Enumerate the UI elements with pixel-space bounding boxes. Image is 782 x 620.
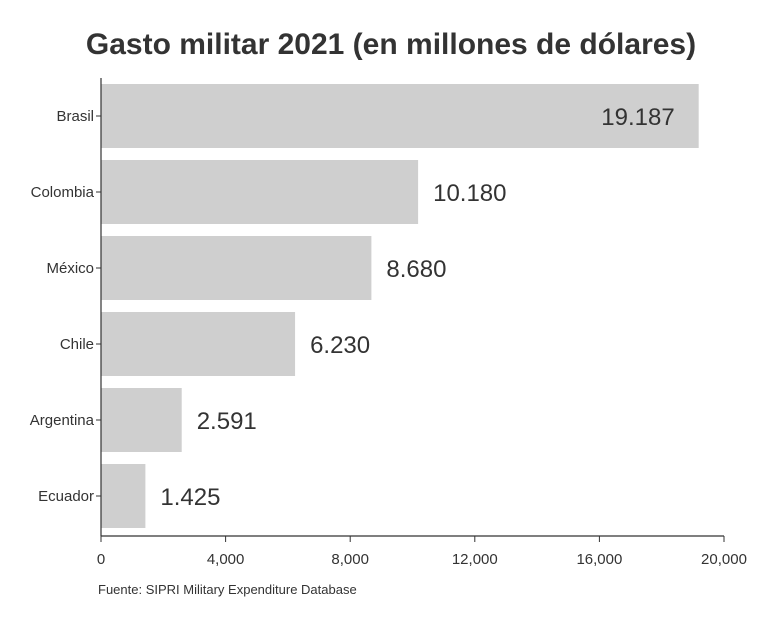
x-tick-label-4000: 4,000	[207, 551, 245, 568]
value-label-argentina: 2.591	[197, 408, 257, 435]
category-label-colombia: Colombia	[31, 184, 95, 201]
source-note: Fuente: SIPRI Military Expenditure Datab…	[98, 582, 357, 597]
x-tick-label-8000: 8,000	[331, 551, 369, 568]
value-label-colombia: 10.180	[433, 180, 506, 207]
x-tick-label-12000: 12,000	[452, 551, 498, 568]
x-tick-label-16000: 16,000	[576, 551, 622, 568]
value-label-mexico: 8.680	[386, 256, 446, 283]
category-label-mexico: México	[46, 260, 94, 277]
bar-ecuador	[101, 464, 146, 528]
axes-layer: Brasil Colombia México Chile Argentina Ecuado…	[30, 78, 747, 568]
bar-mexico	[101, 236, 372, 300]
chart-title: Gasto militar 2021 (en millones de dólar…	[86, 28, 696, 61]
value-label-brasil: 19.187	[601, 104, 674, 131]
bar-argentina	[101, 388, 182, 452]
category-label-chile: Chile	[60, 336, 94, 353]
value-label-chile: 6.230	[310, 332, 370, 359]
category-label-argentina: Argentina	[30, 412, 95, 429]
bar-chile	[101, 312, 296, 376]
bar-brasil	[101, 84, 699, 148]
value-label-ecuador: 1.425	[160, 484, 220, 511]
category-label-brasil: Brasil	[56, 108, 94, 125]
category-label-ecuador: Ecuador	[38, 488, 94, 505]
x-tick-label-20000: 20,000	[701, 551, 747, 568]
bar-colombia	[101, 160, 419, 224]
bars-layer: 19.187 10.180 8.680 6.230 2.591 1.425	[101, 84, 699, 528]
x-tick-label-0: 0	[97, 551, 105, 568]
